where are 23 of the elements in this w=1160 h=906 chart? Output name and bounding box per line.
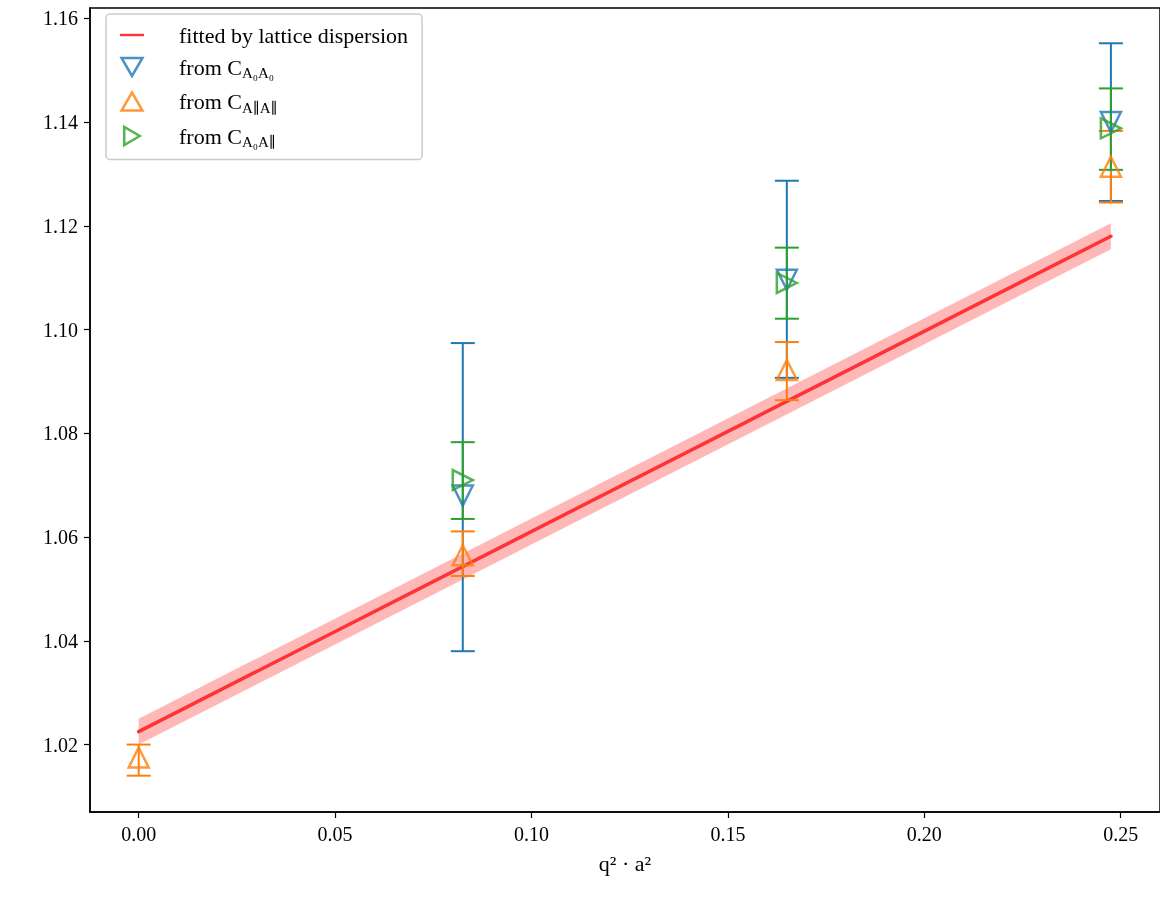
x-axis-title: q² · a²	[598, 850, 652, 876]
x-tick-label: 0.20	[906, 823, 942, 845]
point	[451, 468, 475, 492]
y-tick-label: 1.14	[43, 111, 78, 134]
y-tick-label: 1.06	[43, 526, 78, 549]
y-tick-label: 1.16	[43, 7, 78, 30]
y-tick-label: 1.02	[43, 733, 78, 756]
point	[1099, 110, 1123, 134]
point	[1099, 155, 1123, 178]
x-tick-label: 0.25	[1103, 823, 1139, 845]
point	[1099, 117, 1123, 140]
y-tick-label: 1.04	[43, 629, 78, 652]
x-tick-label: 0.10	[514, 823, 550, 845]
y-tick-label: 1.08	[43, 422, 78, 445]
x-tick-label: 0.00	[121, 823, 157, 845]
y-tick-label: 1.12	[43, 214, 78, 237]
y-tick-label: 1.10	[43, 318, 78, 341]
point	[127, 746, 150, 769]
legend-label: fitted by lattice dispersion	[179, 22, 409, 48]
point	[775, 358, 799, 382]
x-tick-label: 0.05	[317, 823, 353, 845]
x-tick-label: 0.15	[710, 823, 746, 845]
point	[451, 543, 475, 567]
